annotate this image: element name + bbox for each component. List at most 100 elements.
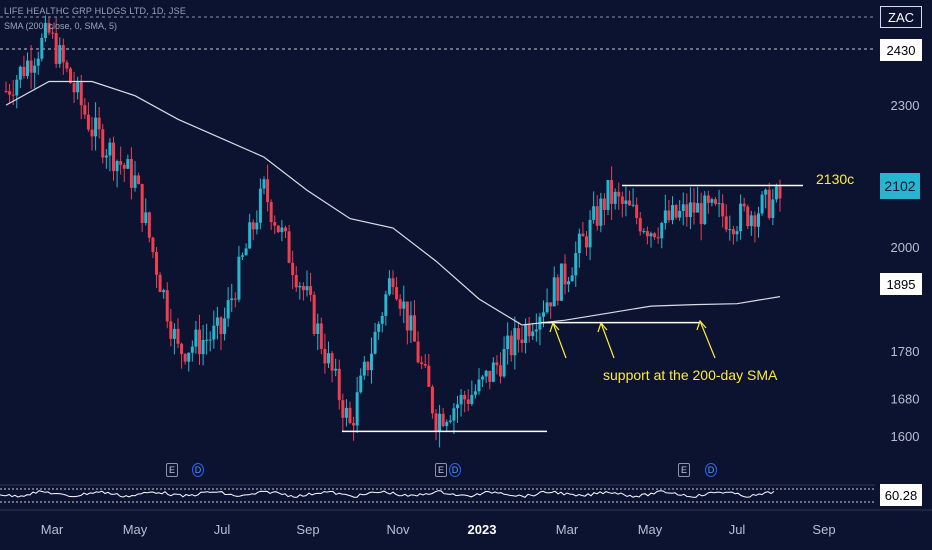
candle-body	[448, 420, 452, 422]
candle-body	[219, 317, 223, 335]
candle-body	[524, 324, 528, 343]
candle-body	[516, 328, 520, 340]
time-tick-label: 2023	[468, 522, 497, 537]
candle-body	[466, 399, 470, 404]
candle-body	[348, 407, 352, 423]
candle-body	[319, 323, 323, 349]
candle-body	[40, 37, 44, 59]
candle-body	[370, 353, 373, 371]
support-arrows	[549, 319, 716, 359]
candle-body	[355, 392, 359, 426]
candle-body	[499, 365, 502, 377]
candle-body	[366, 361, 370, 371]
time-tick-label: Mar	[41, 522, 64, 537]
candle-body	[26, 60, 29, 77]
candle-body	[169, 321, 173, 339]
candle-body	[280, 227, 284, 233]
candle-body	[330, 353, 334, 371]
candle-body	[362, 361, 366, 376]
candle-body	[341, 400, 345, 418]
candle-body	[352, 422, 356, 426]
price-tick-label: 2300	[891, 98, 920, 113]
candle-body	[309, 286, 313, 295]
candle-body	[642, 231, 646, 233]
candle-body	[395, 287, 399, 300]
candle-body	[69, 68, 72, 84]
candle-body	[133, 175, 137, 188]
candle-body	[717, 203, 721, 205]
candle-body	[230, 298, 234, 301]
candle-body	[334, 368, 338, 371]
candle-body	[8, 91, 12, 95]
candle-body	[430, 386, 434, 414]
time-tick-label: Mar	[556, 522, 579, 537]
earnings-icon[interactable]: E	[678, 463, 690, 477]
candle-body	[685, 204, 689, 218]
candle-body	[126, 158, 130, 169]
candle-body	[43, 22, 47, 38]
candle-body	[83, 105, 87, 115]
candle-body	[731, 229, 735, 235]
candle-body	[742, 203, 746, 207]
support-arrow-head	[597, 321, 608, 333]
candle-body	[262, 179, 266, 189]
candle-body	[527, 324, 531, 337]
candle-body	[241, 255, 244, 257]
ticker-label[interactable]: ZAC	[880, 6, 922, 28]
candle-body	[137, 175, 141, 185]
candle-body	[441, 413, 445, 427]
candle-body	[115, 161, 119, 172]
candle-body	[194, 329, 198, 347]
candle-body	[420, 362, 424, 364]
candle-body	[337, 368, 341, 401]
candle-body	[344, 407, 348, 418]
candle-body	[305, 286, 309, 291]
candle-body	[757, 213, 760, 227]
candle-body	[144, 212, 148, 223]
candle-body	[54, 33, 58, 64]
price-tick-label: 1600	[891, 429, 920, 444]
time-tick-label: May	[123, 522, 148, 537]
oscillator-pane	[0, 488, 875, 503]
candle-body	[187, 352, 191, 362]
candle-body	[563, 263, 567, 285]
candle-body	[294, 275, 298, 288]
candle-body	[556, 277, 560, 301]
candle-body	[190, 346, 194, 353]
candle-body	[635, 204, 639, 219]
candle-body	[176, 328, 180, 344]
candle-body	[463, 394, 467, 400]
candle-body	[301, 285, 305, 291]
candle-body	[212, 325, 216, 340]
candle-body	[746, 206, 750, 227]
candle-body	[663, 210, 667, 223]
dividend-icon[interactable]: D	[192, 463, 204, 477]
candle-body	[258, 188, 262, 223]
candle-body	[226, 300, 230, 319]
candle-body	[248, 222, 252, 249]
candle-body	[377, 323, 381, 332]
candle-body	[534, 329, 538, 332]
candle-body	[484, 370, 488, 377]
candle-body	[58, 45, 62, 64]
candle-body	[613, 191, 617, 204]
candle-body	[735, 231, 739, 235]
candle-body	[86, 114, 90, 130]
candle-body	[15, 79, 19, 96]
candle-body	[520, 339, 524, 343]
earnings-icon[interactable]: E	[435, 463, 447, 477]
earnings-icon[interactable]: E	[166, 463, 178, 477]
candle-body	[771, 199, 775, 218]
dividend-icon[interactable]: D	[449, 463, 461, 477]
candle-body	[667, 210, 671, 221]
candle-body	[327, 353, 330, 364]
candle-body	[269, 202, 273, 223]
candle-body	[398, 299, 402, 309]
candle-body	[631, 204, 635, 206]
candle-body	[251, 222, 255, 230]
support-arrow	[552, 322, 567, 359]
indicator-legend[interactable]: SMA (200, close, 0, SMA, 5)	[4, 21, 118, 31]
dividend-icon[interactable]: D	[705, 463, 717, 477]
candle-body	[531, 331, 535, 337]
